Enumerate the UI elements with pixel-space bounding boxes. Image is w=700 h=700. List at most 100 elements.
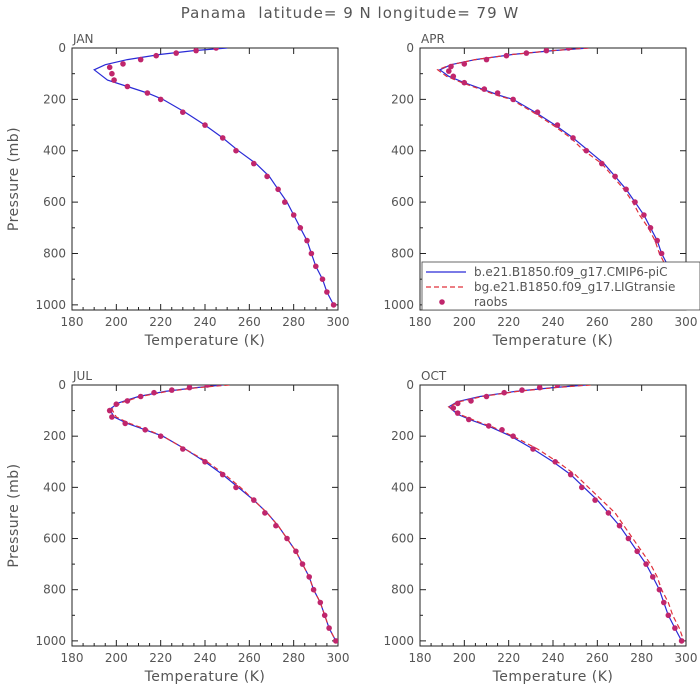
oct-raobs-point [485, 423, 492, 429]
chart-panel-jul: 180 200 220 240 260 280 300 0 200 400 600 800 1000 JU… [6, 369, 349, 685]
jan-raobs-point [180, 109, 186, 115]
jan-xtick-label: 180 [61, 315, 84, 329]
apr-legend-label: raobs [474, 295, 508, 309]
oct-raobs-point [656, 586, 663, 593]
jan-raobs-point [313, 263, 319, 270]
apr-ytick-label: 1000 [383, 298, 414, 312]
jan-raobs-point [319, 276, 326, 283]
jul-raobs-point [299, 561, 306, 567]
oct-xtick-label: 180 [409, 651, 432, 665]
jan-raobs-point [109, 70, 115, 77]
oct-raobs-point [554, 385, 561, 388]
apr-ytick-label: 200 [391, 92, 414, 106]
jul-raobs-point [310, 586, 317, 593]
oct-ytick-label: 600 [391, 532, 414, 546]
jul-xtick-label: 300 [327, 651, 350, 665]
chart-panel-oct: 180 200 220 240 260 280 300 0 200 400 600 800 1000 OC… [383, 369, 697, 685]
apr-raobs-point [647, 225, 654, 231]
jul-series-piC-line [108, 385, 337, 642]
jul-raobs-point [169, 387, 175, 393]
jul-xtick-label: 260 [238, 651, 261, 665]
apr-raobs-point [494, 90, 501, 96]
jan-raobs-point [124, 83, 131, 90]
jul-xlabel: Temperature (K) [144, 669, 266, 685]
apr-xlabel: Temperature (K) [492, 333, 614, 349]
apr-ytick-label: 400 [391, 144, 414, 158]
oct-raobs-point [450, 405, 457, 411]
jan-xlabel: Temperature (K) [144, 333, 266, 349]
jan-plot-area [93, 48, 337, 308]
apr-raobs-point [461, 79, 468, 86]
apr-raobs-point [612, 173, 618, 180]
oct-panel-label: OCT [421, 369, 447, 383]
apr-xtick-label: 180 [409, 315, 432, 329]
jul-ytick-label: 400 [43, 480, 66, 494]
oct-ytick-label: 200 [391, 429, 414, 443]
oct-raobs-point [483, 393, 490, 400]
apr-raobs-point [483, 56, 490, 63]
jan-xtick-label: 300 [327, 315, 350, 329]
apr-raobs-point [534, 109, 541, 115]
oct-raobs-point [678, 638, 685, 644]
oct-raobs-point [454, 400, 461, 407]
oct-raobs-point [510, 433, 516, 440]
jul-xtick-label: 200 [105, 651, 128, 665]
oct-xtick-label: 280 [630, 651, 653, 665]
jan-xtick-label: 240 [194, 315, 217, 329]
apr-xtick-label: 300 [675, 315, 698, 329]
apr-raobs-point [543, 48, 550, 54]
oct-raobs-point [567, 471, 574, 478]
oct-raobs-point [468, 398, 474, 404]
jan-xtick-label: 220 [149, 315, 172, 329]
apr-xtick-label: 260 [586, 315, 609, 329]
oct-xtick-label: 300 [675, 651, 698, 665]
oct-raobs-point [672, 625, 678, 631]
oct-raobs-point [552, 459, 558, 465]
oct-raobs-point [616, 522, 623, 529]
jan-ytick-label: 200 [43, 92, 66, 106]
oct-raobs-point [634, 548, 640, 555]
jan-xtick-label: 260 [238, 315, 261, 329]
jul-raobs-point [333, 638, 338, 644]
apr-raobs-point [599, 160, 605, 167]
jan-xtick-label: 200 [105, 315, 128, 329]
jul-xtick-label: 280 [282, 651, 305, 665]
jul-raobs-point [124, 398, 131, 404]
apr-panel-label: APR [421, 32, 445, 46]
figure-title: Panama latitude= 9 N longitude= 79 W [180, 4, 520, 22]
jan-panel-label: JAN [72, 32, 94, 46]
apr-raobs-point [632, 199, 638, 205]
jul-ytick-label: 0 [58, 378, 66, 392]
apr-raobs-point [450, 73, 457, 80]
apr-raobs-point [583, 147, 590, 154]
jan-raobs-point [290, 212, 297, 218]
jan-raobs-point [233, 147, 239, 154]
oct-xlabel: Temperature (K) [492, 669, 614, 685]
jul-raobs-point [233, 484, 239, 491]
apr-xtick-label: 200 [453, 315, 476, 329]
oct-raobs-point [665, 612, 672, 619]
jul-ytick-label: 1000 [35, 634, 66, 648]
jul-raobs-point [262, 510, 268, 516]
jul-series-lig-line [111, 385, 337, 642]
apr-raobs-point [623, 186, 629, 193]
apr-xtick-label: 280 [630, 315, 653, 329]
apr-raobs-point [446, 68, 452, 74]
apr-legend-box [421, 261, 700, 311]
oct-ytick-label: 1000 [383, 634, 414, 648]
apr-ytick-label: 800 [391, 246, 414, 260]
apr-raobs-point [554, 122, 561, 128]
jul-raobs-point [321, 612, 328, 619]
jan-raobs-point [219, 135, 226, 141]
jul-xtick-label: 180 [61, 651, 84, 665]
jul-raobs-point [284, 535, 290, 542]
apr-plot-area [436, 48, 686, 308]
oct-raobs-point [530, 446, 536, 452]
oct-xtick-label: 260 [586, 651, 609, 665]
jan-raobs-point [308, 250, 315, 257]
apr-xtick-label: 240 [542, 315, 565, 329]
apr-raobs-point [565, 48, 572, 51]
jul-raobs-point [142, 427, 148, 433]
jan-raobs-point [106, 64, 113, 71]
